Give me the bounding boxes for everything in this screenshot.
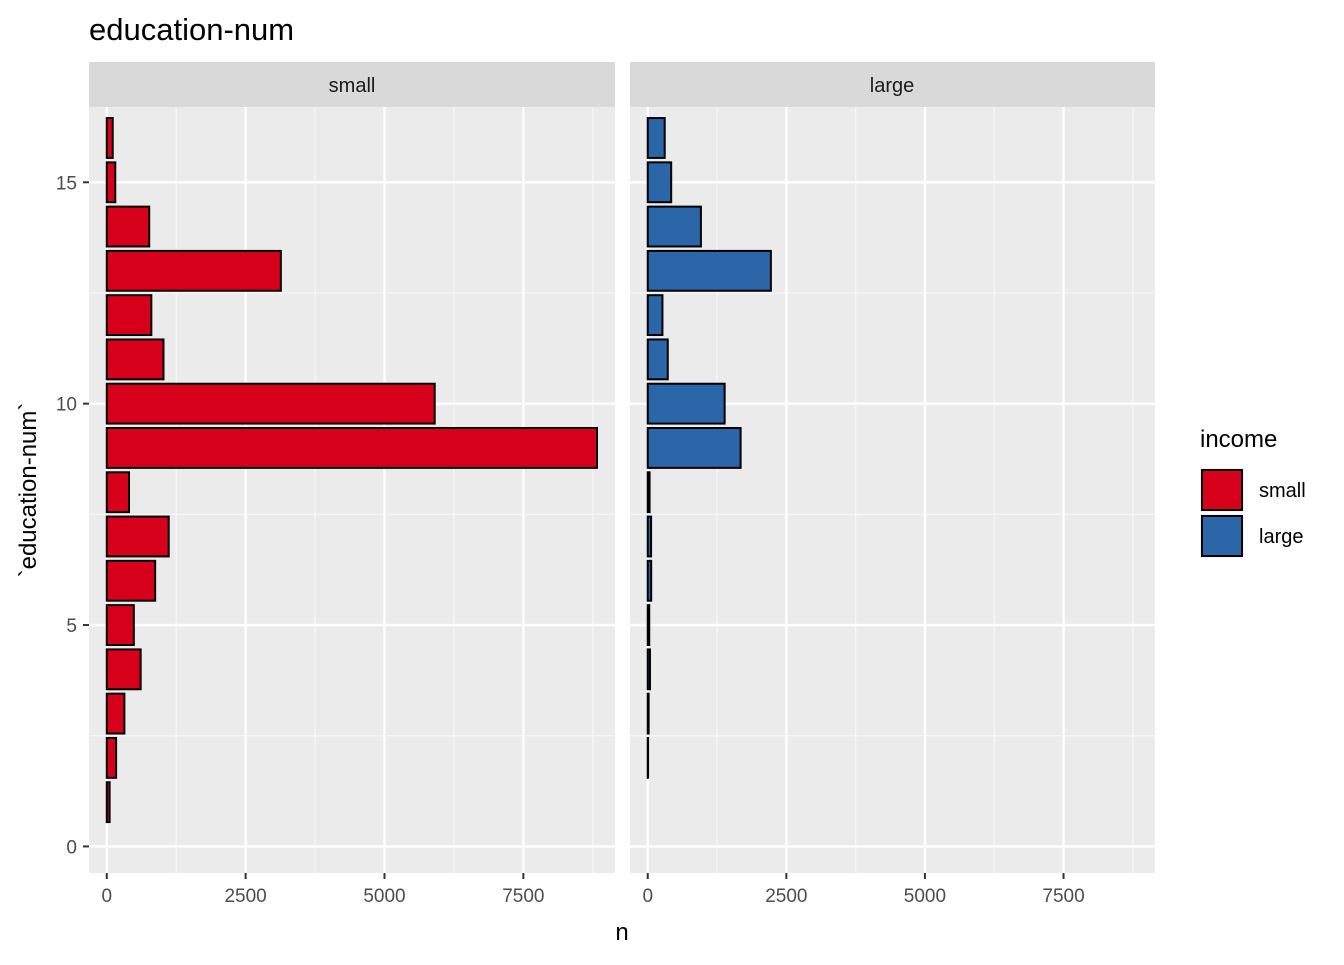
bar-large-9 [648,428,741,468]
bar-large-7 [648,517,651,557]
bar-large-12 [648,295,663,335]
bar-small-4 [107,649,141,689]
bar-large-16 [648,118,665,158]
bar-large-3 [648,694,649,734]
bar-small-13 [107,251,281,291]
y-tick-label: 15 [56,173,77,194]
y-tick-label: 0 [66,837,77,858]
bar-large-15 [648,162,671,202]
x-axis-title: n [615,919,628,946]
panel-large-bg [630,107,1155,873]
y-tick-label: 5 [66,616,77,637]
bar-small-2 [107,738,116,778]
bar-small-8 [107,472,129,512]
bar-large-13 [648,251,771,291]
bar-small-1 [107,782,110,822]
legend-swatch-large [1202,516,1242,556]
bar-small-11 [107,339,164,379]
legend: income small large [1200,426,1306,558]
bar-large-6 [648,561,651,601]
bar-small-14 [107,207,149,247]
bar-large-4 [648,649,650,689]
y-axis-title: `education-num` [15,403,42,578]
bar-large-11 [648,339,668,379]
legend-label-small: small [1259,480,1306,502]
y-tick-label: 10 [56,395,77,416]
bar-small-10 [107,384,435,424]
bar-large-8 [648,472,650,512]
panel-small-bg [89,107,615,873]
x-tick-label: 7500 [502,886,544,907]
x-tick-label: 5000 [904,886,946,907]
bar-small-15 [107,162,115,202]
bar-small-7 [107,517,169,557]
bar-large-14 [648,207,701,247]
bar-small-5 [107,605,134,645]
bar-small-3 [107,694,125,734]
bar-small-12 [107,295,152,335]
bar-large-10 [648,384,725,424]
bar-small-6 [107,561,155,601]
legend-swatch-small [1202,470,1242,510]
chart-title: education-num [89,12,294,47]
bar-small-16 [107,118,113,158]
legend-title: income [1200,426,1277,453]
x-tick-label: 2500 [765,886,807,907]
strip-label-large: large [870,75,914,97]
strip-label-small: small [329,75,376,97]
legend-label-large: large [1259,526,1303,548]
x-tick-label: 5000 [363,886,405,907]
bar-large-5 [648,605,649,645]
x-tick-label: 7500 [1042,886,1084,907]
x-tick-label: 0 [101,886,112,907]
bar-small-9 [107,428,597,468]
x-tick-label: 2500 [224,886,266,907]
legend-items: small large [1200,468,1306,558]
x-tick-label: 0 [642,886,653,907]
